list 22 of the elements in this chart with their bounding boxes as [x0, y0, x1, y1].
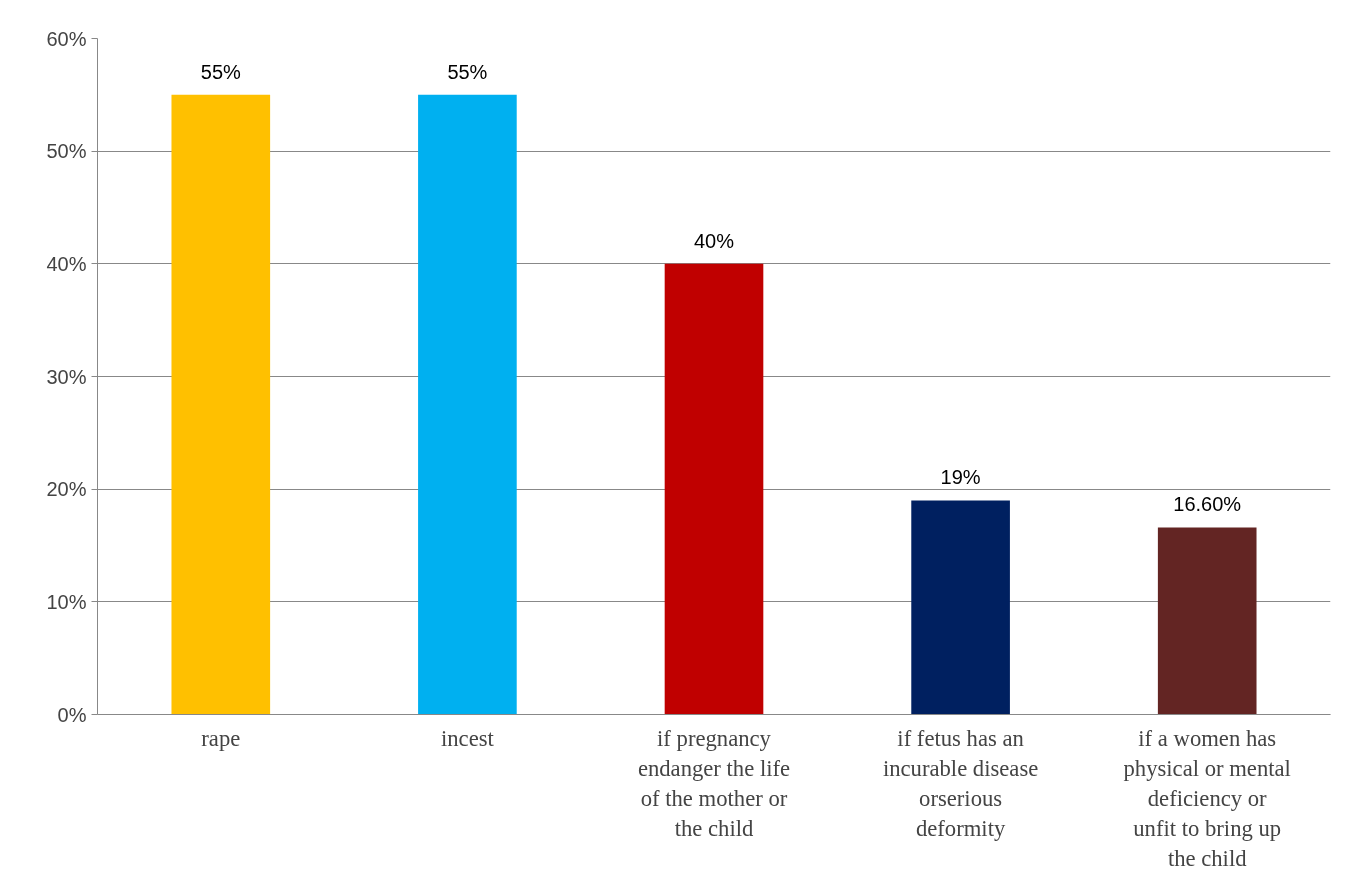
x-tick-label: if fetus has an incurable disease orserious deformity [882, 725, 1039, 841]
y-tick-label: 50% [46, 140, 87, 163]
x-tick-label: incest [440, 725, 495, 751]
bar [418, 94, 517, 715]
bar [171, 94, 271, 715]
bar [911, 500, 1010, 715]
y-tick-label: 30% [46, 365, 87, 388]
data-label: 55% [200, 60, 242, 83]
y-tick-label: 10% [46, 590, 87, 613]
bar [664, 263, 764, 715]
x-tick-label: if a women has physical or mental deficiency or unfit to bring up the child [1123, 725, 1291, 871]
data-label: 19% [940, 466, 981, 489]
x-tick-label: if pregnancy endanger the life of the mother or the child [637, 725, 791, 841]
x-tick-label: rape [201, 725, 241, 751]
y-tick-label: 20% [46, 478, 87, 501]
bar [1157, 527, 1257, 715]
data-label: 40% [693, 229, 735, 252]
y-tick-label: 0% [57, 703, 87, 726]
data-label: 16.60% [1173, 493, 1242, 516]
y-tick-label: 60% [46, 27, 87, 50]
y-tick-label: 40% [46, 252, 87, 275]
data-label: 55% [447, 60, 488, 83]
